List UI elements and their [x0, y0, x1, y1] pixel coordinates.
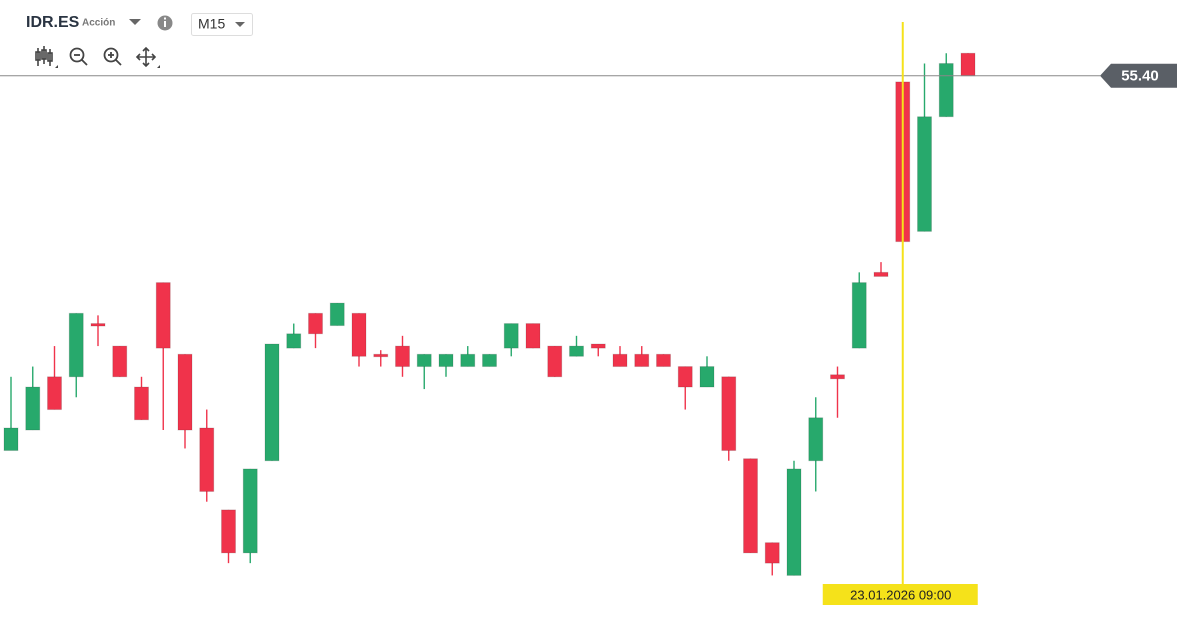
- candle-body: [286, 333, 302, 349]
- toolbar: IDR.ES Acción M15: [26, 13, 253, 68]
- candle-body: [569, 345, 584, 357]
- candle-body: [634, 353, 650, 368]
- last-price-label: 55.40: [1121, 68, 1159, 85]
- candle-body: [764, 542, 780, 564]
- candle-body: [656, 353, 671, 368]
- symbol-dropdown[interactable]: [129, 19, 141, 25]
- candle-body: [308, 312, 323, 335]
- instrument-type: Acción: [82, 18, 115, 29]
- candle-type-icon[interactable]: [35, 46, 53, 66]
- candle-body: [873, 271, 889, 277]
- candle-body: [351, 312, 367, 357]
- zoom-out-icon[interactable]: [69, 47, 88, 66]
- candle-body: [373, 353, 389, 358]
- candle-body: [134, 386, 149, 421]
- candle-body: [677, 366, 693, 388]
- candle-body: [612, 353, 628, 368]
- info-glyph: [164, 21, 166, 27]
- info-glyph: [164, 17, 166, 20]
- candle-body: [177, 353, 193, 431]
- candle-body: [830, 374, 845, 380]
- crosshair-label: 23.01.2026 09:00: [850, 587, 951, 602]
- candle-body: [460, 353, 476, 368]
- candle-body: [721, 376, 737, 452]
- candle-body: [416, 353, 432, 368]
- zoom-in-icon[interactable]: [103, 47, 122, 66]
- candle-body: [438, 353, 454, 368]
- candle-body: [786, 468, 802, 576]
- candle-body: [743, 458, 758, 554]
- crosshair-tag: [822, 584, 978, 605]
- candle-body: [3, 427, 19, 452]
- candle-body: [155, 282, 171, 349]
- marks-layer: [3, 52, 976, 576]
- icon-corner: [157, 65, 160, 68]
- candle-body: [90, 323, 106, 327]
- candle-body: [264, 343, 280, 462]
- candle-body: [482, 353, 497, 368]
- candle-body: [112, 345, 128, 378]
- overlay-layer: [0, 22, 1177, 605]
- candle-body: [960, 52, 976, 77]
- last-price-tag: [1100, 63, 1177, 88]
- timeframe-select[interactable]: [191, 13, 253, 36]
- icon-corner: [55, 65, 58, 68]
- candle-body: [917, 116, 932, 232]
- candle-body: [699, 366, 715, 388]
- symbol[interactable]: IDR.ES: [26, 14, 80, 31]
- candle-body: [221, 509, 236, 554]
- candle-body: [199, 427, 215, 492]
- candle-body: [525, 323, 541, 349]
- candle-body: [851, 282, 867, 349]
- candle-body: [503, 323, 519, 349]
- candle-body: [242, 468, 258, 554]
- candle-body: [808, 417, 824, 462]
- candle-body: [547, 345, 563, 378]
- timeframe-dropdown[interactable]: [235, 22, 245, 27]
- candle-body: [938, 62, 954, 118]
- candle-body: [395, 345, 410, 368]
- candle-body: [25, 386, 41, 431]
- candle-body: [47, 376, 62, 411]
- candle-body: [329, 302, 345, 327]
- labels-layer: 55.40 23.01.2026 09:00: [850, 68, 1159, 603]
- timeframe: M15: [198, 16, 225, 32]
- candle-body: [68, 312, 84, 378]
- pan-icon[interactable]: [135, 46, 157, 68]
- candle-body: [590, 343, 606, 349]
